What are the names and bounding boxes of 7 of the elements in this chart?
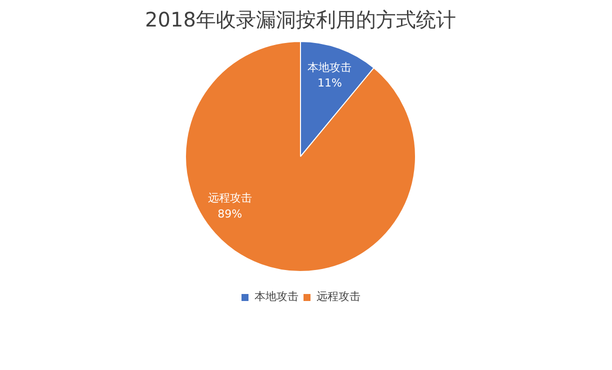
legend-label: 本地攻击 — [254, 289, 298, 304]
slice-label: 远程攻击 — [208, 192, 252, 205]
data-label: 89% — [218, 207, 242, 220]
data-label: 11% — [317, 76, 342, 90]
chart-title: 2018年收录漏洞按利用的方式统计 — [145, 8, 456, 32]
slice-label: 本地攻击 — [308, 61, 352, 74]
legend-label: 远程攻击 — [316, 289, 360, 304]
